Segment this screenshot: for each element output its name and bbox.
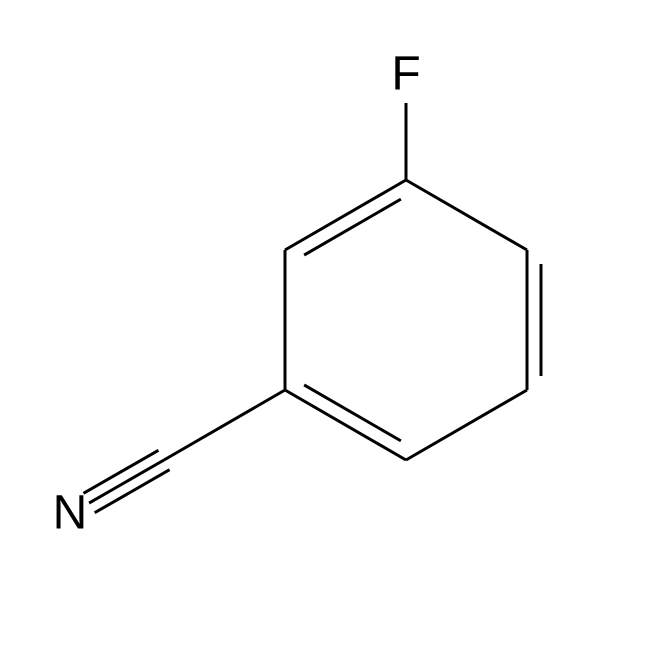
bond-line bbox=[285, 390, 406, 460]
bond-line bbox=[304, 199, 401, 255]
atom-label-n: N bbox=[53, 487, 88, 540]
bond-line bbox=[164, 390, 285, 460]
bond-line bbox=[285, 180, 406, 250]
bond-line bbox=[406, 390, 527, 460]
molecule-diagram: FN bbox=[0, 0, 650, 650]
bond-line bbox=[406, 180, 527, 250]
bond-line bbox=[95, 470, 170, 513]
bond-line bbox=[89, 460, 164, 503]
bond-line bbox=[83, 450, 158, 493]
bond-line bbox=[304, 385, 401, 441]
atom-label-f: F bbox=[391, 48, 420, 101]
